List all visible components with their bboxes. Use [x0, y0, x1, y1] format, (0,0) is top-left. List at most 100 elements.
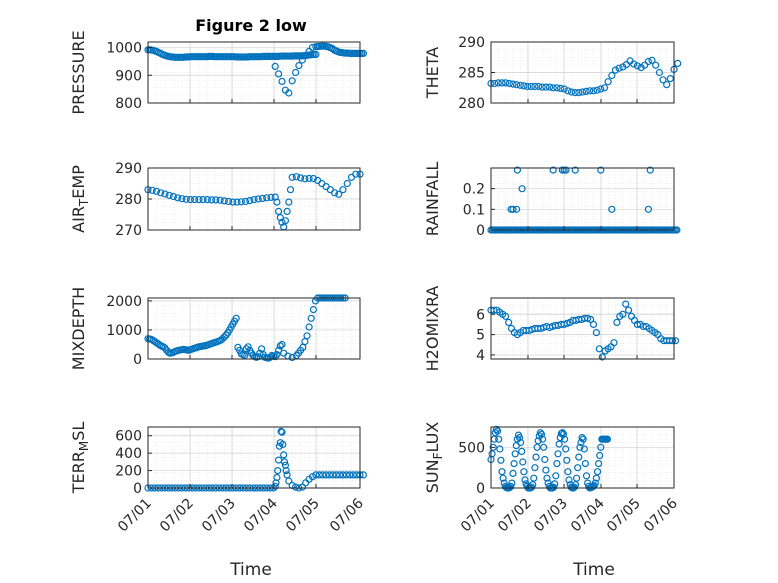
- axes-box: [490, 167, 675, 231]
- data-point: [512, 205, 521, 213]
- data-point: [322, 471, 330, 479]
- data-point: [489, 443, 497, 451]
- data-point: [534, 82, 543, 91]
- data-point: [597, 166, 605, 174]
- data-point: [274, 467, 282, 475]
- data-point: [531, 464, 539, 472]
- data-point: [668, 337, 677, 345]
- data-point: [277, 427, 285, 435]
- x-tick-label: 07/04: [241, 495, 281, 535]
- data-point: [229, 198, 237, 206]
- y-tick-label: 0.1: [463, 202, 485, 218]
- data-point: [308, 473, 317, 481]
- y-axis-label: RAINFALL: [423, 162, 442, 237]
- data-point: [542, 83, 550, 91]
- data-point: [600, 84, 609, 92]
- data-point: [519, 458, 527, 466]
- x-tick-label: 07/06: [327, 495, 367, 535]
- x-tick-label: 07/05: [283, 496, 323, 536]
- data-point: [280, 458, 289, 466]
- data-point: [220, 197, 228, 205]
- data-point: [655, 68, 664, 77]
- x-tick-label: 07/01: [115, 496, 155, 536]
- data-point: [549, 483, 558, 491]
- data-point: [315, 471, 323, 479]
- data-point: [633, 62, 642, 70]
- axes-box: [147, 297, 361, 360]
- data-point: [297, 174, 305, 182]
- data-point: [497, 456, 505, 464]
- data-point: [242, 345, 250, 353]
- data-point: [553, 460, 561, 468]
- data-point: [574, 464, 582, 472]
- subplot-mixdepth: 0 1000 2000 MIXDEPTH: [69, 287, 361, 370]
- data-point: [559, 430, 568, 438]
- data-point: [581, 460, 590, 468]
- data-point: [592, 329, 601, 337]
- data-point: [352, 170, 360, 178]
- data-point: [273, 198, 281, 206]
- data-point: [622, 300, 630, 308]
- x-tick-label: 07/05: [604, 496, 644, 536]
- data-point: [496, 445, 504, 453]
- data-point: [275, 207, 283, 215]
- data-point: [288, 173, 296, 181]
- data-point: [597, 443, 605, 451]
- data-point: [332, 471, 340, 479]
- subplot-h2omixra: 4 5 6 H2OMIXRA: [423, 286, 680, 371]
- data-point: [671, 337, 680, 345]
- data-point: [499, 474, 507, 482]
- y-axis-label: SUNFLUX: [423, 422, 445, 494]
- data-point: [276, 342, 284, 350]
- data-point: [281, 217, 289, 225]
- data-point: [250, 196, 258, 204]
- data-point: [538, 435, 547, 443]
- y-tick-label: 290: [458, 35, 485, 51]
- data-point: [560, 85, 568, 93]
- data-point: [216, 196, 224, 204]
- y-tick-label: 270: [115, 223, 142, 239]
- axes-box: [147, 426, 361, 489]
- data-point: [624, 306, 633, 314]
- data-point: [276, 214, 284, 222]
- data-point: [518, 185, 526, 193]
- data-point: [491, 79, 499, 88]
- data-point: [555, 440, 563, 448]
- x-tick-label: 07/06: [641, 495, 681, 535]
- y-tick-label: 0: [476, 481, 485, 497]
- data-point: [165, 191, 173, 199]
- data-point: [513, 166, 522, 174]
- x-tick-label: 07/03: [531, 496, 571, 536]
- data-point: [518, 447, 526, 455]
- data-point: [267, 193, 275, 201]
- y-axis-label: THETA: [423, 47, 442, 99]
- data-point: [275, 70, 283, 78]
- data-point: [278, 77, 286, 86]
- data-point: [275, 442, 283, 450]
- data-point: [169, 192, 177, 201]
- data-point: [508, 479, 516, 487]
- subplot-rainfall: 0 0.1 0.2 RAINFALL: [423, 162, 681, 239]
- data-point: [161, 190, 169, 198]
- data-point: [271, 482, 279, 490]
- data-point: [505, 79, 513, 88]
- data-point: [498, 79, 506, 87]
- data-point: [288, 353, 296, 362]
- data-point: [152, 187, 161, 195]
- data-point: [246, 197, 254, 205]
- data-point: [580, 445, 588, 453]
- data-point: [278, 340, 286, 349]
- y-tick-label: 285: [458, 66, 485, 82]
- data-point: [278, 218, 286, 226]
- y-tick-label: 1000: [106, 323, 142, 339]
- axes-box: [147, 41, 361, 104]
- data-point: [641, 61, 649, 69]
- data-point: [515, 434, 524, 442]
- data-point: [556, 84, 565, 93]
- data-point: [560, 435, 569, 443]
- y-tick-label: 280: [458, 96, 485, 112]
- data-point: [346, 471, 354, 479]
- x-tick-label: 07/01: [458, 496, 498, 536]
- data-point: [571, 88, 579, 97]
- data-point: [538, 83, 546, 91]
